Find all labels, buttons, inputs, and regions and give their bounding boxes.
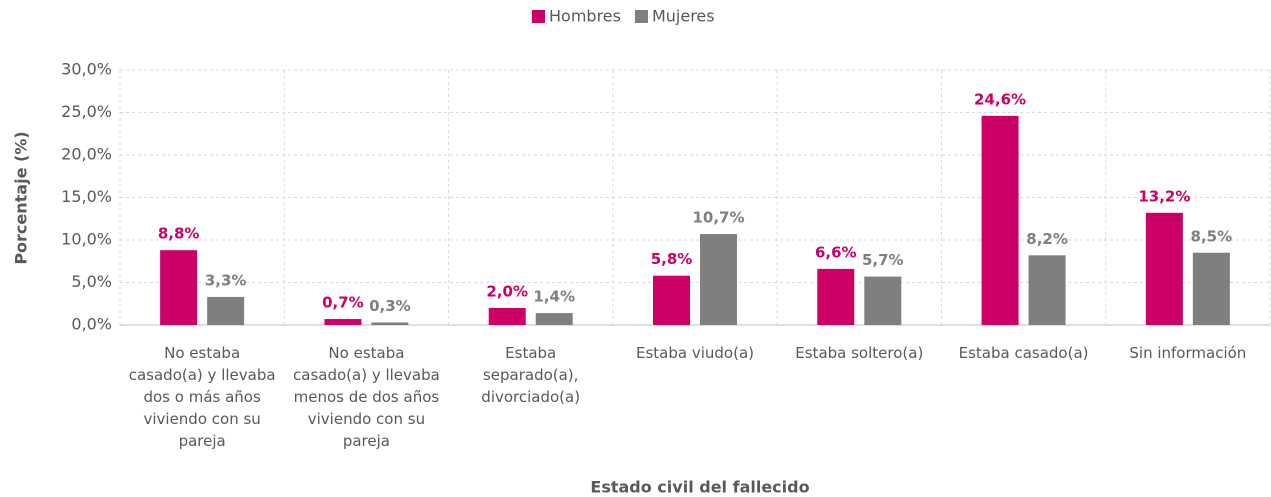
- bar: [981, 115, 1019, 326]
- bar: [1192, 252, 1230, 325]
- bar: [653, 275, 690, 325]
- value-label: 8,5%: [1191, 227, 1233, 245]
- value-label: 8,2%: [1026, 230, 1068, 248]
- y-tick-label: 10,0%: [61, 230, 112, 249]
- bar: [864, 276, 902, 325]
- bar: [535, 313, 573, 325]
- bar: [1028, 255, 1066, 325]
- y-tick-label: 20,0%: [61, 145, 112, 164]
- x-tick-label: Estaba separado(a), divorciado(a): [481, 344, 581, 406]
- legend-swatch: [532, 10, 545, 23]
- value-label: 2,0%: [486, 283, 528, 301]
- bar: [488, 308, 526, 325]
- y-tick-label: 25,0%: [61, 102, 112, 121]
- value-label: 13,2%: [1138, 187, 1190, 205]
- legend-label: Mujeres: [652, 7, 715, 26]
- y-tick-label: 0,0%: [71, 315, 112, 334]
- value-label: 0,3%: [369, 297, 411, 315]
- y-tick-label: 15,0%: [61, 187, 112, 206]
- x-tick-label: Estaba viudo(a): [636, 344, 754, 362]
- x-tick-label: Sin información: [1129, 344, 1247, 362]
- value-label: 10,7%: [692, 209, 744, 227]
- y-axis-title: Porcentaje (%): [12, 131, 31, 264]
- legend-swatch: [634, 10, 648, 23]
- value-label: 1,4%: [533, 288, 575, 306]
- bar: [1145, 212, 1183, 325]
- bar: [700, 234, 737, 325]
- bar: [817, 268, 855, 325]
- x-axis-title: Estado civil del fallecido: [590, 478, 809, 497]
- bar: [324, 319, 362, 325]
- value-label: 5,8%: [651, 250, 693, 268]
- bar: [207, 296, 245, 325]
- y-tick-label: 5,0%: [71, 272, 112, 291]
- bar: [160, 250, 198, 325]
- value-label: 8,8%: [158, 225, 200, 243]
- value-label: 5,7%: [862, 251, 904, 269]
- legend-label: Hombres: [549, 7, 621, 26]
- value-label: 0,7%: [322, 294, 364, 312]
- bar: [371, 322, 409, 325]
- value-label: 3,3%: [205, 271, 247, 289]
- x-tick-label: No estaba casado(a) y llevaba dos o más …: [128, 344, 276, 450]
- x-tick-label: Estaba soltero(a): [795, 344, 924, 362]
- y-tick-label: 30,0%: [61, 60, 112, 79]
- value-label: 24,6%: [974, 90, 1026, 108]
- x-tick-label: Estaba casado(a): [958, 344, 1089, 362]
- value-label: 6,6%: [815, 243, 857, 261]
- x-tick-label: No estaba casado(a) y llevaba menos de d…: [293, 344, 440, 450]
